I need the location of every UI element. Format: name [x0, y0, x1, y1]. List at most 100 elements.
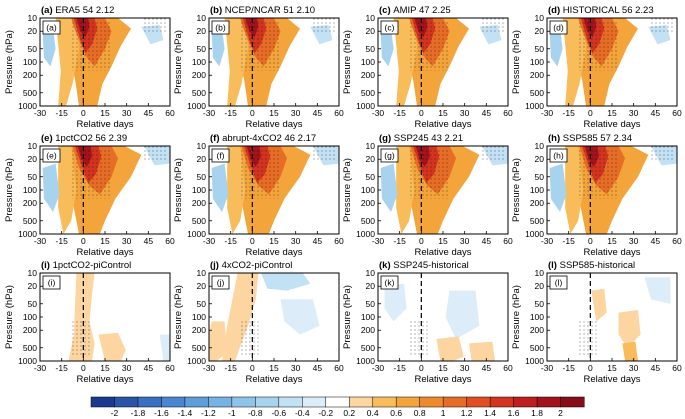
anomaly-shading — [211, 18, 337, 106]
x-tick-label: 60 — [165, 363, 175, 373]
x-tick-label: 30 — [122, 363, 132, 373]
x-tick-label: -15 — [225, 236, 238, 246]
x-tick-label: -30 — [34, 236, 47, 246]
panel-title: (i) 1pctCO2-piControl — [41, 260, 131, 271]
panel-count: 54 — [80, 5, 93, 16]
x-tick-label: 0 — [419, 108, 424, 118]
colorbar-swatch — [348, 396, 374, 408]
y-tick-label: 500 — [192, 343, 206, 353]
y-tick-label: 200 — [23, 70, 37, 80]
y-tick-label: 1000 — [356, 356, 375, 366]
x-axis-label: Relative days — [76, 247, 133, 258]
panel-title: (b) NCEP/NCAR 51 2.10 — [210, 5, 315, 16]
y-tick-label: 100 — [361, 185, 375, 195]
anomaly-region — [380, 28, 394, 67]
x-axis-label: Relative days — [76, 119, 133, 130]
x-tick-label: 60 — [334, 363, 344, 373]
y-tick-label: 100 — [361, 312, 375, 322]
y-tick-label: 1000 — [18, 356, 37, 366]
panel-tag-box — [380, 275, 399, 290]
x-tick-label: -15 — [56, 363, 69, 373]
significance-stipple — [313, 146, 337, 162]
panel: (g) SSP245 43 2.21(g)1020501002005001000… — [342, 133, 513, 258]
significance-stipple — [240, 22, 280, 71]
anomaly-region — [549, 28, 563, 67]
x-tick-label: -15 — [225, 108, 238, 118]
y-axis-label: Pressure (hPa) — [511, 30, 522, 94]
colorbar-label: -1.6 — [154, 408, 169, 418]
colorbar-swatch — [325, 396, 350, 408]
x-tick-label: 60 — [672, 363, 682, 373]
panel-tag: (f) — [216, 151, 224, 161]
y-tick-label: 500 — [192, 216, 206, 226]
panel-tag: (h) — [553, 151, 564, 161]
x-tick-label: 45 — [482, 236, 492, 246]
colorbar-label: 0.4 — [367, 408, 379, 418]
x-tick-label: -15 — [394, 108, 407, 118]
anomaly-region — [384, 283, 407, 322]
panel-label: (d) — [548, 5, 563, 16]
y-tick-label: 200 — [192, 325, 206, 335]
colorbar-label: -1 — [228, 408, 236, 418]
x-tick-label: 30 — [291, 236, 301, 246]
x-tick-label: 15 — [607, 363, 617, 373]
y-tick-label: 200 — [530, 198, 544, 208]
panel-title: (d) HISTORICAL 56 2.23 — [548, 5, 654, 16]
anomaly-region — [469, 341, 495, 361]
x-tick-label: 0 — [81, 236, 86, 246]
colorbar-swatch — [513, 396, 538, 408]
x-tick-label: -15 — [225, 363, 238, 373]
panel-label: (a) — [41, 5, 55, 16]
colorbar-swatch — [560, 396, 585, 408]
panel-grid: (a) ERA5 54 2.12(a)1020501002005001000-3… — [4, 5, 682, 385]
y-tick-label: 100 — [530, 57, 544, 67]
anomaly-region — [280, 299, 320, 335]
y-axis-label: Pressure (hPa) — [342, 285, 353, 349]
y-tick-label: 1000 — [187, 101, 206, 111]
colorbar-swatch — [114, 396, 139, 408]
significance-stipple — [482, 18, 506, 34]
x-tick-label: 15 — [607, 236, 617, 246]
y-tick-label: 200 — [23, 325, 37, 335]
x-tick-label: 0 — [588, 236, 593, 246]
significance-stipple — [71, 22, 111, 71]
colorbar-label: 1.6 — [508, 408, 520, 418]
y-tick-label: 1000 — [525, 101, 544, 111]
significance-stipple — [71, 321, 90, 357]
panel-tag-box — [42, 20, 61, 35]
y-tick-label: 10 — [197, 141, 207, 151]
panel-count: 43 — [429, 133, 442, 144]
x-tick-label: -15 — [563, 236, 576, 246]
x-axis-label: Relative days — [245, 374, 302, 385]
x-axis-label: Relative days — [583, 247, 640, 258]
panel-tag-box — [380, 148, 399, 163]
panel-name: SSP585 — [563, 133, 598, 144]
x-tick-label: 0 — [419, 363, 424, 373]
panel-tag: (e) — [46, 151, 57, 161]
colorbar-label: 0.6 — [390, 408, 402, 418]
x-tick-label: 45 — [313, 108, 323, 118]
significance-stipple — [651, 146, 675, 162]
colorbar-label: 2 — [558, 408, 563, 418]
panel-title: (e) 1pctCO2 56 2.39 — [41, 133, 127, 144]
y-tick-label: 100 — [192, 312, 206, 322]
panel: (l) SSP585-historical(l)1020501002005001… — [511, 260, 682, 385]
x-tick-label: 45 — [651, 108, 661, 118]
anomaly-shading — [578, 277, 671, 361]
y-tick-label: 1000 — [187, 356, 206, 366]
x-tick-label: 30 — [629, 363, 639, 373]
y-tick-label: 200 — [361, 70, 375, 80]
panel-name: 1pctCO2-piControl — [53, 260, 132, 271]
panel-title: (c) AMIP 47 2.25 — [379, 5, 451, 16]
y-axis-label: Pressure (hPa) — [173, 285, 184, 349]
anomaly-region — [209, 321, 228, 361]
anomaly-region — [42, 28, 56, 67]
y-tick-label: 500 — [530, 343, 544, 353]
y-tick-label: 500 — [23, 88, 37, 98]
x-axis-label: Relative days — [245, 119, 302, 130]
panel-tag-box — [549, 275, 568, 290]
anomaly-region — [211, 28, 225, 67]
panel-label: (c) — [379, 5, 393, 16]
panel-label: (f) — [210, 133, 222, 144]
y-tick-label: 20 — [197, 26, 207, 36]
